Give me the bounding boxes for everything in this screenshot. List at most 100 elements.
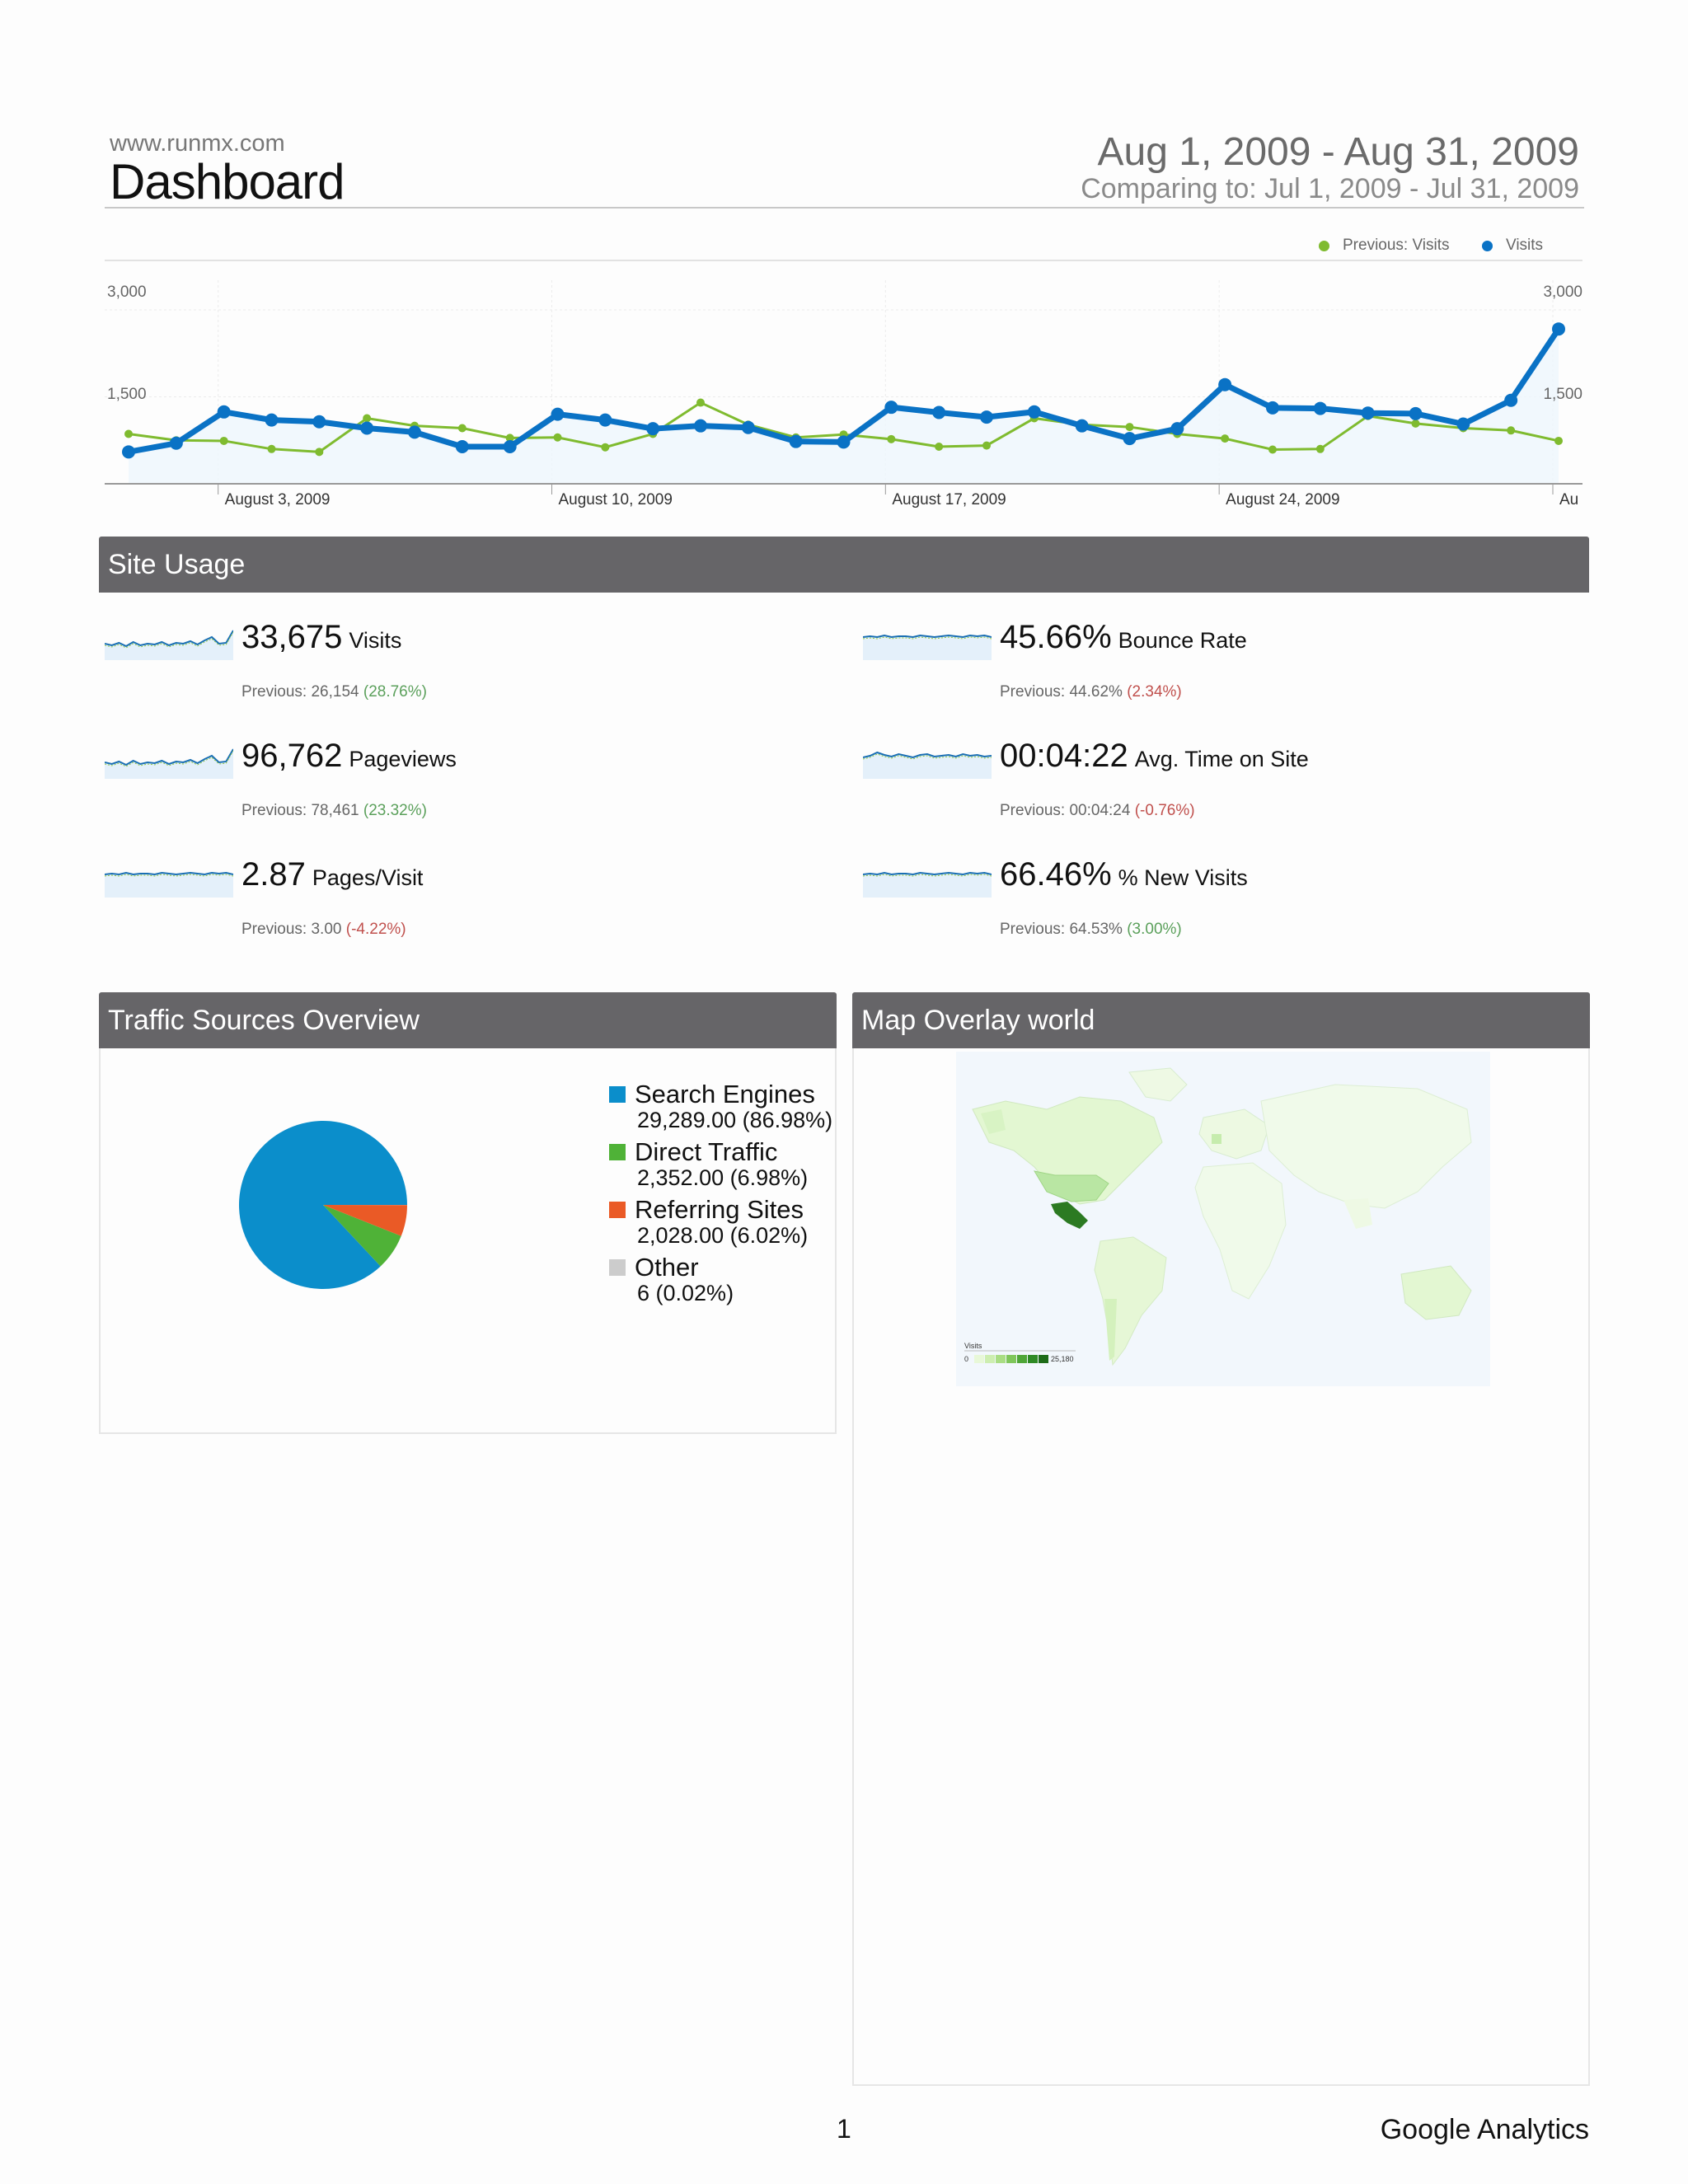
data-point-visits	[932, 405, 946, 419]
footer-brand: Google Analytics	[1380, 2114, 1589, 2145]
metric-value: 45.66% Bounce Rate	[1000, 619, 1247, 655]
points-visits	[122, 322, 1565, 459]
sparkline-avg-time	[863, 751, 992, 779]
data-point-visits	[1504, 393, 1518, 407]
map-legend-swatch	[1006, 1355, 1016, 1363]
sparkline-line	[105, 748, 233, 766]
x-tick-label: August 24, 2009	[1226, 491, 1339, 509]
data-point-previous	[1268, 445, 1277, 454]
map-region-africa	[1194, 1162, 1287, 1300]
traffic-legend-value: 2,028.00 (6.02%)	[637, 1223, 809, 1248]
data-point-visits	[1552, 322, 1565, 336]
map-region-north-america	[972, 1096, 1163, 1205]
metric-previous: Previous: 78,461 (23.32%)	[241, 802, 427, 819]
data-point-visits	[455, 439, 469, 453]
sparkline-line	[863, 871, 992, 876]
map-legend-swatch	[996, 1355, 1006, 1363]
pie-slice	[323, 1205, 407, 1236]
data-point-visits	[1409, 406, 1423, 420]
traffic-legend-label: Other	[635, 1253, 699, 1282]
map-region-chile-argentina	[1104, 1299, 1117, 1361]
visits-area	[129, 329, 1559, 484]
sparkline-pages-visit	[105, 871, 233, 898]
map-legend-swatch	[1039, 1355, 1048, 1363]
map-region-europe	[1198, 1108, 1270, 1160]
y-tick-label-right: 3,000	[1543, 284, 1582, 301]
data-point-visits	[884, 401, 898, 415]
metric-pageviews: 96,762 Pageviews Previous: 78,461 (23.32%…	[105, 738, 846, 853]
data-point-previous	[1315, 444, 1325, 453]
metric-value: 96,762 Pageviews	[241, 738, 457, 774]
visits-line-chart: 3,000 1,500 3,000 1,500 August 3, 2009 Au…	[105, 260, 1582, 509]
map-overlay-header: Map Overlay world	[852, 992, 1590, 1048]
site-url: www.runmx.com	[110, 130, 285, 157]
data-point-visits	[1266, 401, 1279, 415]
data-point-visits	[980, 410, 993, 424]
legend-visits: Visits	[1482, 237, 1543, 255]
traffic-legend-label: Direct Traffic	[635, 1137, 778, 1166]
world-map: Visits 0 25,180	[956, 1052, 1490, 1386]
data-point-previous	[696, 398, 705, 407]
metric-change: (3.00%)	[1127, 921, 1182, 938]
data-point-previous	[315, 448, 324, 457]
sparkline-area	[863, 873, 992, 898]
sparkline-area	[105, 873, 233, 898]
data-point-visits	[646, 422, 660, 436]
data-point-visits	[789, 434, 803, 448]
legend-previous-visits: Previous: Visits	[1319, 237, 1450, 255]
data-point-visits	[312, 415, 326, 429]
data-point-visits	[837, 435, 851, 449]
metric-visits: 33,675 Visits Previous: 26,154 (28.76%)	[105, 619, 846, 734]
map-region-asia	[1260, 1084, 1472, 1209]
sparkline-pageviews	[105, 748, 233, 779]
x-tick-label: August 3, 2009	[225, 491, 331, 509]
metric-pages-visit: 2.87 Pages/Visit Previous: 3.00 (-4.22%)	[105, 856, 846, 972]
data-point-previous	[1554, 436, 1563, 445]
data-point-visits	[694, 419, 707, 433]
legend-dot-icon	[1319, 240, 1329, 251]
metric-change: (-4.22%)	[345, 921, 406, 938]
metric-value: 00:04:22 Avg. Time on Site	[1000, 738, 1309, 774]
site-usage-header: Site Usage	[99, 537, 1589, 593]
data-point-previous	[1411, 419, 1420, 428]
metric-new-visits: 66.46%% New Visits Previous: 64.53% (3.0…	[863, 856, 1605, 972]
map-overlay-body: Visits 0 25,180	[852, 1048, 1590, 2086]
x-ticks: August 3, 2009 August 10, 2009 August 17, …	[218, 484, 1578, 509]
traffic-sources-header: Traffic Sources Overview	[99, 992, 837, 1048]
legend-swatch-icon	[609, 1202, 626, 1218]
map-legend-swatch	[985, 1355, 995, 1363]
sparkline-line	[863, 634, 992, 639]
data-point-visits	[598, 413, 612, 427]
metric-change: (28.76%)	[363, 683, 427, 701]
legend-swatch-icon	[609, 1259, 626, 1276]
map-region-india	[1343, 1198, 1372, 1229]
map-legend-title: Visits	[964, 1342, 982, 1350]
data-point-visits	[551, 407, 565, 421]
sparkline-new-visits	[863, 871, 992, 898]
legend-dot-icon	[1482, 240, 1493, 251]
data-point-visits	[1170, 422, 1184, 436]
sparkline-line	[105, 630, 233, 648]
data-point-visits	[169, 436, 183, 450]
sparkline-area	[863, 635, 992, 660]
map-legend-swatch	[974, 1355, 984, 1363]
x-tick-label: August 10, 2009	[559, 491, 673, 509]
data-point-visits	[408, 425, 421, 439]
data-point-visits	[1313, 401, 1327, 415]
data-point-visits	[1123, 432, 1137, 446]
data-point-visits	[741, 420, 755, 434]
metric-previous: Previous: 3.00 (-4.22%)	[241, 921, 406, 938]
map-legend-swatch	[1017, 1355, 1027, 1363]
date-range: Aug 1, 2009 - Aug 31, 2009	[1097, 130, 1579, 174]
metric-value: 2.87 Pages/Visit	[241, 856, 424, 893]
pie-slices	[239, 1121, 407, 1289]
map-legend-min: 0	[964, 1355, 968, 1363]
x-tick-label: August 17, 2009	[892, 491, 1006, 509]
metric-change: (2.34%)	[1127, 683, 1182, 701]
map-overlay-panel: Map Overlay world Visits 0	[852, 992, 1590, 2086]
sparkline-area	[863, 752, 992, 779]
sparkline-bounce-rate	[863, 634, 992, 660]
y-tick-label: 1,500	[107, 386, 147, 403]
legend-swatch-icon	[609, 1086, 626, 1103]
data-point-previous	[219, 436, 228, 445]
